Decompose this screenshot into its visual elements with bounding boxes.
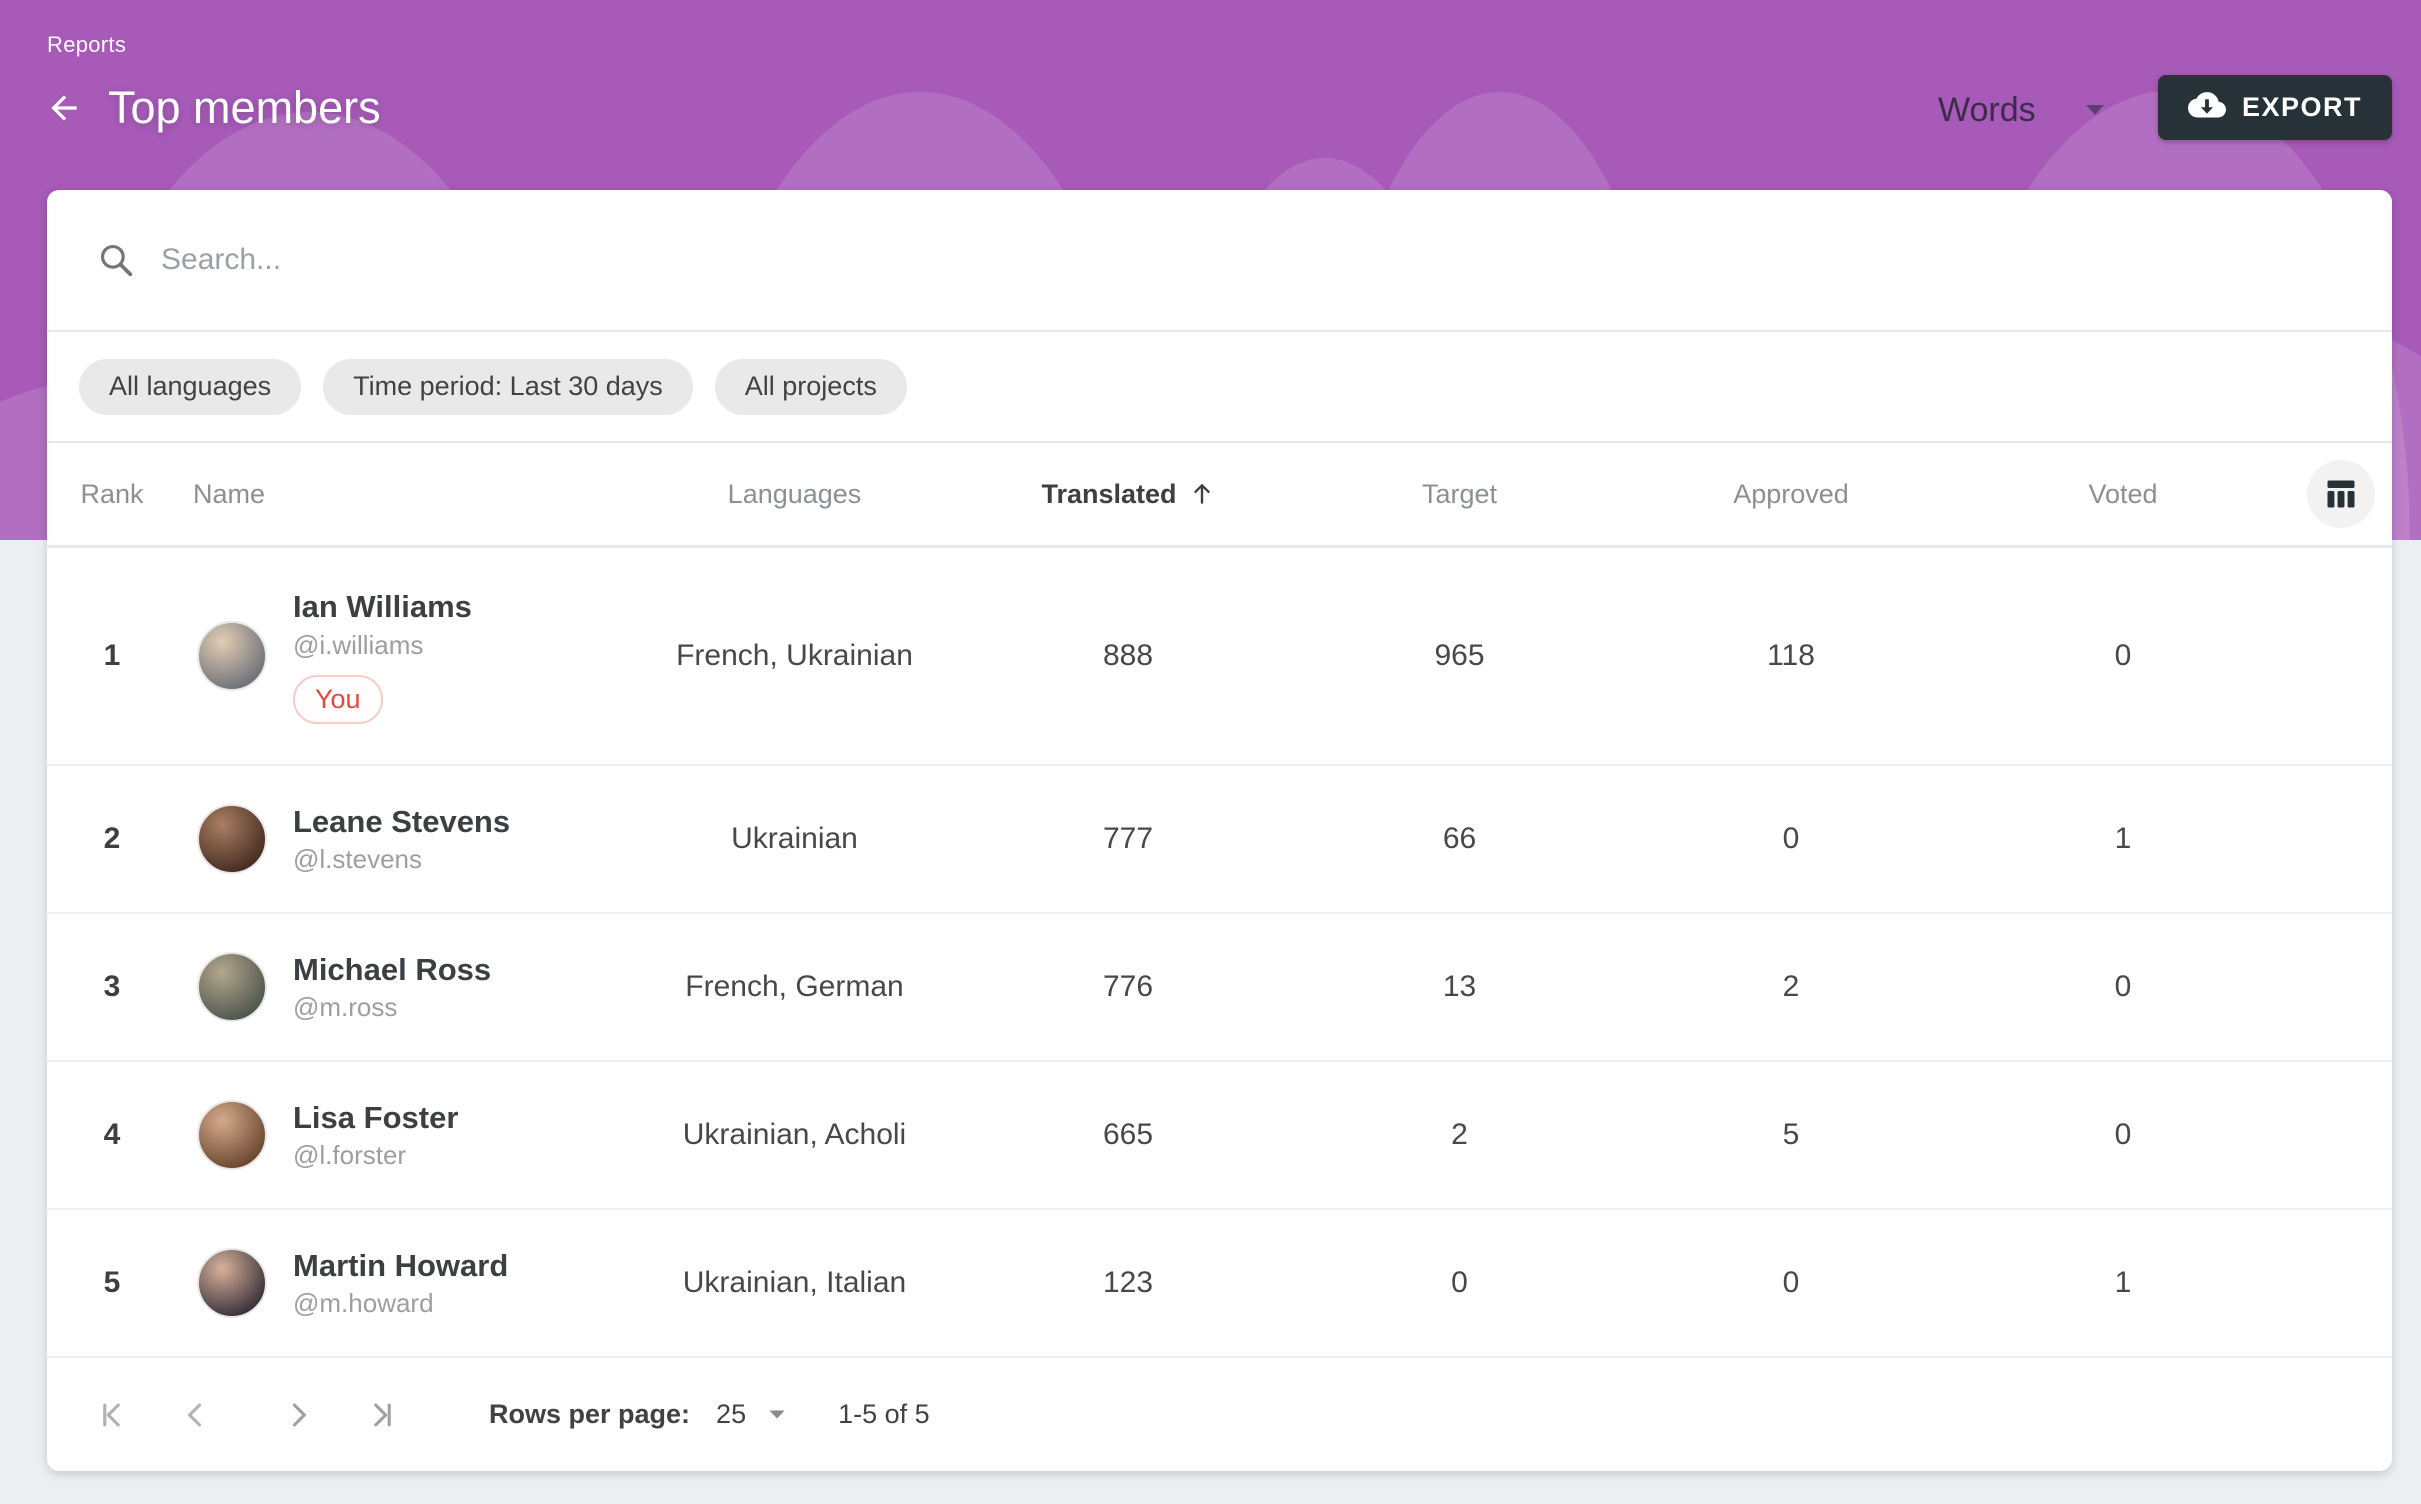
target-value: 0 — [1451, 1266, 1468, 1299]
search-bar — [47, 190, 2392, 332]
you-badge: You — [293, 674, 383, 724]
translated-value: 888 — [1102, 639, 1154, 672]
table-row[interactable]: 4 Lisa Foster @l.forster Ukrainian, Acho… — [47, 1062, 2392, 1210]
member-username: @l.stevens — [293, 844, 422, 875]
export-button[interactable]: EXPORT — [2157, 75, 2392, 140]
member-name[interactable]: Lisa Foster — [293, 1099, 459, 1135]
translated-value: 776 — [1102, 970, 1154, 1003]
table-row[interactable]: 3 Michael Ross @m.ross French, German 77… — [47, 914, 2392, 1062]
column-header-target[interactable]: Target — [1421, 478, 1498, 509]
search-icon — [100, 244, 133, 277]
voted-value: 0 — [2114, 639, 2132, 672]
target-value: 965 — [1434, 639, 1485, 672]
pagination-range: 1-5 of 5 — [838, 1399, 930, 1429]
voted-value: 0 — [2114, 1118, 2132, 1151]
filter-chip-projects[interactable]: All projects — [714, 358, 907, 415]
table-body: 1 Ian Williams @i.williams You French, U… — [47, 548, 2392, 1358]
table-columns-icon — [2327, 480, 2354, 508]
avatar[interactable] — [197, 804, 267, 874]
table-header: Rank Name Languages Translated Target Ap… — [47, 443, 2392, 548]
rank-value: 2 — [103, 822, 121, 855]
breadcrumb: Reports — [47, 32, 127, 57]
rows-per-page-label: Rows per page: — [489, 1399, 691, 1429]
avatar[interactable] — [197, 1100, 267, 1170]
report-card: All languages Time period: Last 30 days … — [47, 190, 2392, 1471]
target-value: 2 — [1451, 1118, 1468, 1151]
unit-dropdown-value: Words — [1938, 90, 2036, 129]
member-cell: Martin Howard @m.howard — [177, 1247, 627, 1319]
first-page-icon[interactable] — [95, 1396, 133, 1434]
voted-value: 1 — [2114, 822, 2132, 855]
export-button-label: EXPORT — [2241, 92, 2362, 122]
next-page-icon[interactable] — [279, 1396, 317, 1434]
table-row[interactable]: 5 Martin Howard @m.howard Ukrainian, Ita… — [47, 1210, 2392, 1358]
arrow-left-icon — [51, 95, 77, 121]
filter-chip-languages[interactable]: All languages — [79, 358, 302, 415]
member-cell: Leane Stevens @l.stevens — [177, 803, 627, 875]
member-name[interactable]: Leane Stevens — [293, 803, 511, 839]
member-username: @m.ross — [293, 992, 398, 1023]
languages-value: French, Ukrainian — [676, 639, 913, 672]
table-row[interactable]: 2 Leane Stevens @l.stevens Ukrainian 777… — [47, 766, 2392, 914]
avatar[interactable] — [197, 952, 267, 1022]
column-header-name[interactable]: Name — [193, 478, 266, 509]
column-settings-button[interactable] — [2306, 460, 2375, 528]
last-page-icon[interactable] — [361, 1396, 399, 1434]
search-input[interactable] — [161, 243, 2352, 277]
rank-value: 3 — [103, 970, 121, 1003]
approved-value: 118 — [1767, 639, 1815, 672]
member-cell: Ian Williams @i.williams You — [177, 588, 627, 724]
voted-value: 1 — [2114, 1266, 2132, 1299]
previous-page-icon[interactable] — [177, 1396, 215, 1434]
member-name[interactable]: Michael Ross — [293, 951, 492, 987]
column-header-rank[interactable]: Rank — [80, 478, 144, 509]
member-name[interactable]: Ian Williams — [293, 589, 472, 625]
target-value: 13 — [1442, 970, 1477, 1003]
approved-value: 0 — [1782, 1266, 1800, 1299]
translated-value: 777 — [1102, 822, 1154, 855]
back-button[interactable] — [44, 88, 84, 128]
avatar[interactable] — [197, 1248, 267, 1318]
languages-value: Ukrainian, Acholi — [682, 1118, 907, 1151]
cloud-download-icon — [2187, 91, 2226, 117]
column-header-approved[interactable]: Approved — [1733, 478, 1849, 509]
approved-value: 0 — [1782, 822, 1800, 855]
title-row: Top members — [44, 76, 381, 140]
rank-value: 5 — [103, 1266, 121, 1299]
arrow-up-icon — [1193, 484, 1210, 504]
pagination-bar: Rows per page: 25 1-5 of 5 — [47, 1358, 2392, 1471]
member-username: @i.williams — [293, 629, 424, 660]
column-header-languages[interactable]: Languages — [727, 478, 862, 509]
page-title: Top members — [108, 82, 381, 133]
approved-value: 2 — [1782, 970, 1800, 1003]
chevron-down-icon — [769, 1410, 785, 1419]
voted-value: 0 — [2114, 970, 2132, 1003]
languages-value: French, German — [685, 970, 904, 1003]
rank-value: 1 — [103, 639, 121, 672]
rows-per-page-select[interactable]: 25 — [716, 1399, 786, 1430]
translated-value: 665 — [1102, 1118, 1154, 1151]
languages-value: Ukrainian — [731, 822, 858, 855]
member-cell: Michael Ross @m.ross — [177, 951, 627, 1023]
rows-per-page-value: 25 — [716, 1399, 747, 1429]
member-name[interactable]: Martin Howard — [293, 1247, 509, 1283]
translated-value: 123 — [1102, 1266, 1154, 1299]
languages-value: Ukrainian, Italian — [682, 1266, 907, 1299]
column-header-voted[interactable]: Voted — [2088, 478, 2158, 509]
rank-value: 4 — [103, 1118, 121, 1151]
target-value: 66 — [1442, 822, 1477, 855]
filter-row: All languages Time period: Last 30 days … — [47, 332, 2392, 443]
member-username: @m.howard — [293, 1288, 434, 1319]
unit-dropdown[interactable]: Words — [1938, 84, 2106, 136]
chevron-down-icon — [2085, 105, 2104, 115]
column-header-translated[interactable]: Translated — [962, 479, 1294, 510]
approved-value: 5 — [1782, 1118, 1800, 1151]
member-cell: Lisa Foster @l.forster — [177, 1099, 627, 1171]
filter-chip-time-period[interactable]: Time period: Last 30 days — [323, 358, 693, 415]
member-username: @l.forster — [293, 1140, 407, 1171]
avatar[interactable] — [197, 621, 267, 691]
table-row[interactable]: 1 Ian Williams @i.williams You French, U… — [47, 548, 2392, 766]
